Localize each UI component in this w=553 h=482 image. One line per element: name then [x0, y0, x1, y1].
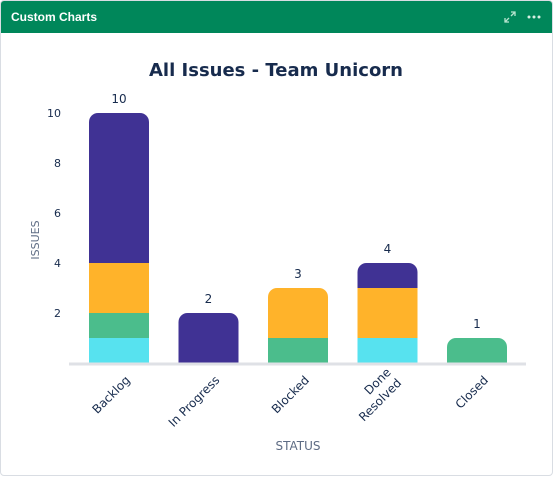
bar-segment[interactable] [357, 288, 418, 338]
bar-segment[interactable] [357, 263, 418, 288]
bar-stack[interactable] [268, 288, 328, 363]
bar-stack[interactable] [447, 338, 507, 363]
bar-segment[interactable] [89, 263, 149, 313]
gadget-title: Custom Charts [11, 10, 98, 24]
x-axis-label: STATUS [275, 439, 320, 453]
y-tick-label: 4 [54, 257, 61, 270]
y-tick-label: 8 [54, 157, 61, 170]
bar-total-label: 4 [384, 242, 392, 256]
bar-segment[interactable] [268, 338, 328, 363]
bar-segment[interactable] [89, 113, 149, 263]
bar-chart: All Issues - Team Unicorn ISSUES STATUS … [29, 60, 526, 453]
bar-segment[interactable] [89, 338, 149, 363]
y-axis-label: ISSUES [29, 220, 42, 259]
x-tick-label: In Progress [166, 373, 223, 430]
bar-stack[interactable] [357, 263, 418, 363]
bar-segment[interactable] [357, 338, 418, 363]
bar-stack[interactable] [89, 113, 149, 363]
bar-total-label: 2 [205, 292, 213, 306]
x-tick-label: Backlog [90, 373, 133, 416]
bar-segment[interactable] [447, 338, 507, 363]
y-tick-label: 10 [47, 107, 61, 120]
y-tick-label: 2 [54, 307, 61, 320]
y-tick-label: 6 [54, 207, 61, 220]
bar-segment[interactable] [268, 288, 328, 338]
more-icon[interactable] [526, 9, 542, 25]
gadget-header: Custom Charts [1, 1, 552, 33]
chart-title: All Issues - Team Unicorn [149, 60, 403, 81]
expand-icon[interactable] [502, 9, 518, 25]
bar-total-label: 1 [473, 317, 481, 331]
x-tick-label: Blocked [269, 373, 312, 416]
bar-stack[interactable] [178, 313, 239, 363]
bar-segment[interactable] [178, 313, 239, 363]
bar-total-label: 10 [111, 92, 126, 106]
x-tick-label: DoneResolved [345, 365, 404, 424]
header-actions [502, 9, 542, 25]
chart-area: All Issues - Team Unicorn ISSUES STATUS … [1, 33, 552, 475]
x-tick-label: Closed [453, 373, 491, 411]
bar-total-label: 3 [294, 267, 302, 281]
bar-segment[interactable] [89, 313, 149, 338]
